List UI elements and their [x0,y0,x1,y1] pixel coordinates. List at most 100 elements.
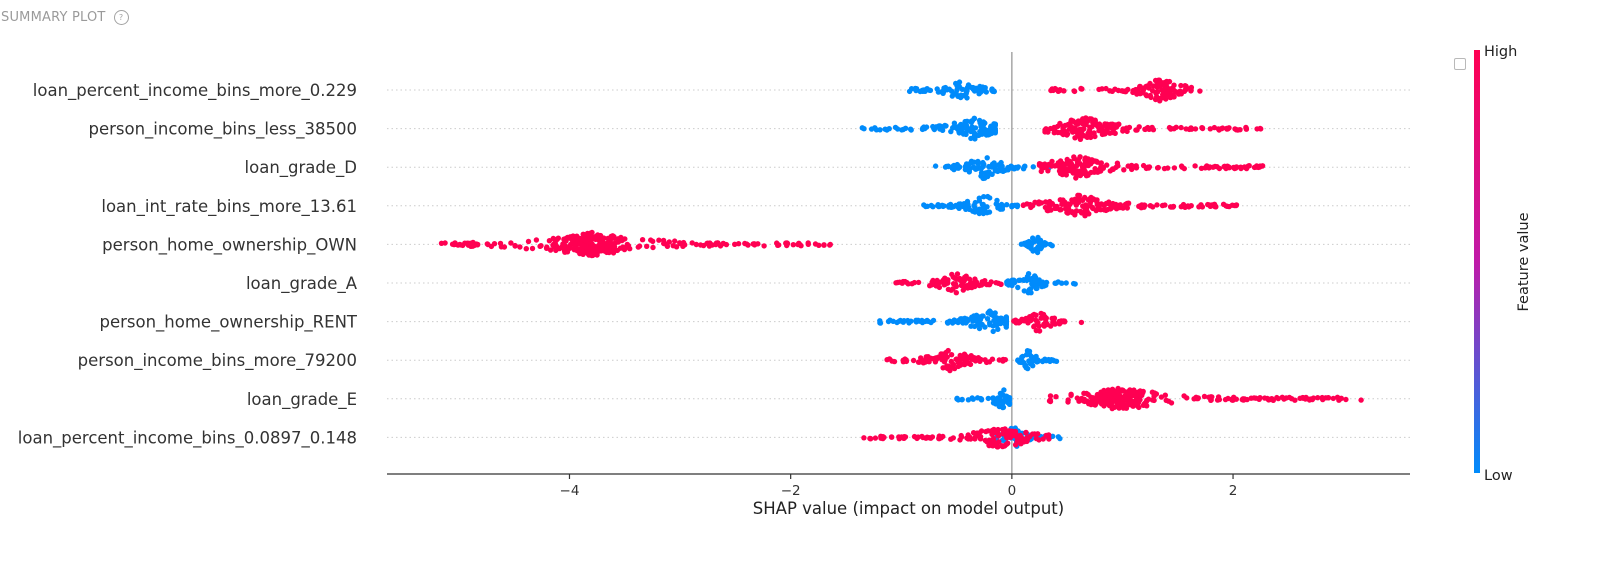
shap-point [1018,359,1024,366]
shap-point [517,244,523,250]
shap-point [919,87,925,94]
shap-point [971,130,978,136]
shap-point [897,317,904,324]
shap-point [900,359,907,365]
shap-point [950,361,957,368]
shap-point [992,310,998,316]
shap-point [1098,394,1104,401]
shap-point [957,94,964,101]
shap-point [1078,210,1085,216]
shap-point [1043,241,1050,247]
shap-point [868,126,875,132]
shap-point [611,235,617,241]
shap-point [1033,285,1039,292]
shap-point [1101,202,1108,209]
shap-point [465,242,472,248]
shap-point [1045,207,1051,214]
shap-point [985,193,991,200]
shap-point [1192,163,1198,169]
shap-point [1025,274,1031,280]
shap-point [998,315,1005,321]
shap-point [910,357,917,364]
shap-point [1162,392,1169,398]
shap-point [1140,87,1147,94]
shap-point [592,250,598,256]
shap-point [1083,390,1090,397]
shap-point [986,163,992,170]
shap-point [1084,171,1090,177]
shap-point [1080,203,1086,209]
shap-point [959,316,965,322]
shap-point [672,238,678,244]
shap-point [950,274,956,280]
shap-point [1198,165,1205,171]
shap-point [962,356,968,362]
feature-label: person_home_ownership_OWN [102,235,357,255]
shap-point [1178,82,1184,89]
shap-point [1133,163,1139,169]
shap-point [957,362,964,368]
shap-point [1151,397,1157,404]
shap-point [990,323,996,329]
shap-point [902,278,908,285]
shap-point [1048,87,1054,94]
shap-point [1110,124,1116,130]
shap-point [1161,89,1168,95]
shap-point [952,281,959,287]
shap-point [1107,88,1113,94]
shap-point [1064,132,1070,138]
shap-point [636,243,643,249]
shap-point [897,279,903,285]
shap-point [1134,88,1140,95]
summary-plot-header: SUMMARY PLOT ? [1,8,129,26]
shap-point [944,363,950,369]
shap-point [1011,277,1017,283]
shap-point [931,125,937,132]
shap-point [1096,86,1102,93]
shap-point [1030,363,1036,369]
shap-point [980,159,986,166]
shap-point [600,241,606,247]
shap-point [1152,77,1159,84]
shap-point [1233,396,1240,402]
shap-point [512,243,518,249]
shap-point [1117,202,1124,208]
shap-point [999,165,1005,171]
x-tick-label: −2 [781,483,801,499]
help-icon[interactable]: ? [113,9,129,25]
feature-labels: loan_percent_income_bins_more_0.229perso… [18,81,358,448]
shap-point [707,240,713,246]
shap-point [861,126,867,132]
shap-point [529,245,536,252]
shap-point [983,428,989,435]
shap-point [1154,202,1160,208]
shap-point [1057,158,1064,164]
shap-point [961,130,967,136]
feature-label: person_home_ownership_RENT [100,313,358,333]
shap-point [523,246,529,252]
shap-point [930,204,936,210]
shap-point [1207,164,1213,170]
shap-point [1087,159,1093,165]
shap-point [991,121,997,127]
shap-point [1232,202,1238,209]
legend-toggle-checkbox[interactable] [1454,58,1466,70]
shap-point [525,238,532,245]
shap-point [1036,328,1043,334]
shap-point [913,434,920,441]
shap-point [601,235,607,241]
shap-point [1152,390,1158,396]
shap-point [1011,432,1017,438]
shap-point [1168,94,1174,101]
shap-point [933,282,939,289]
shap-point [908,86,915,92]
shap-point [697,242,704,248]
shap-point [1093,399,1100,406]
shap-point [1195,395,1202,401]
shap-point [971,164,977,171]
shap-point [550,242,556,248]
shap-point [1029,203,1036,209]
shap-point [1095,124,1101,130]
shap-point [1188,203,1194,209]
shap-point [951,365,958,372]
